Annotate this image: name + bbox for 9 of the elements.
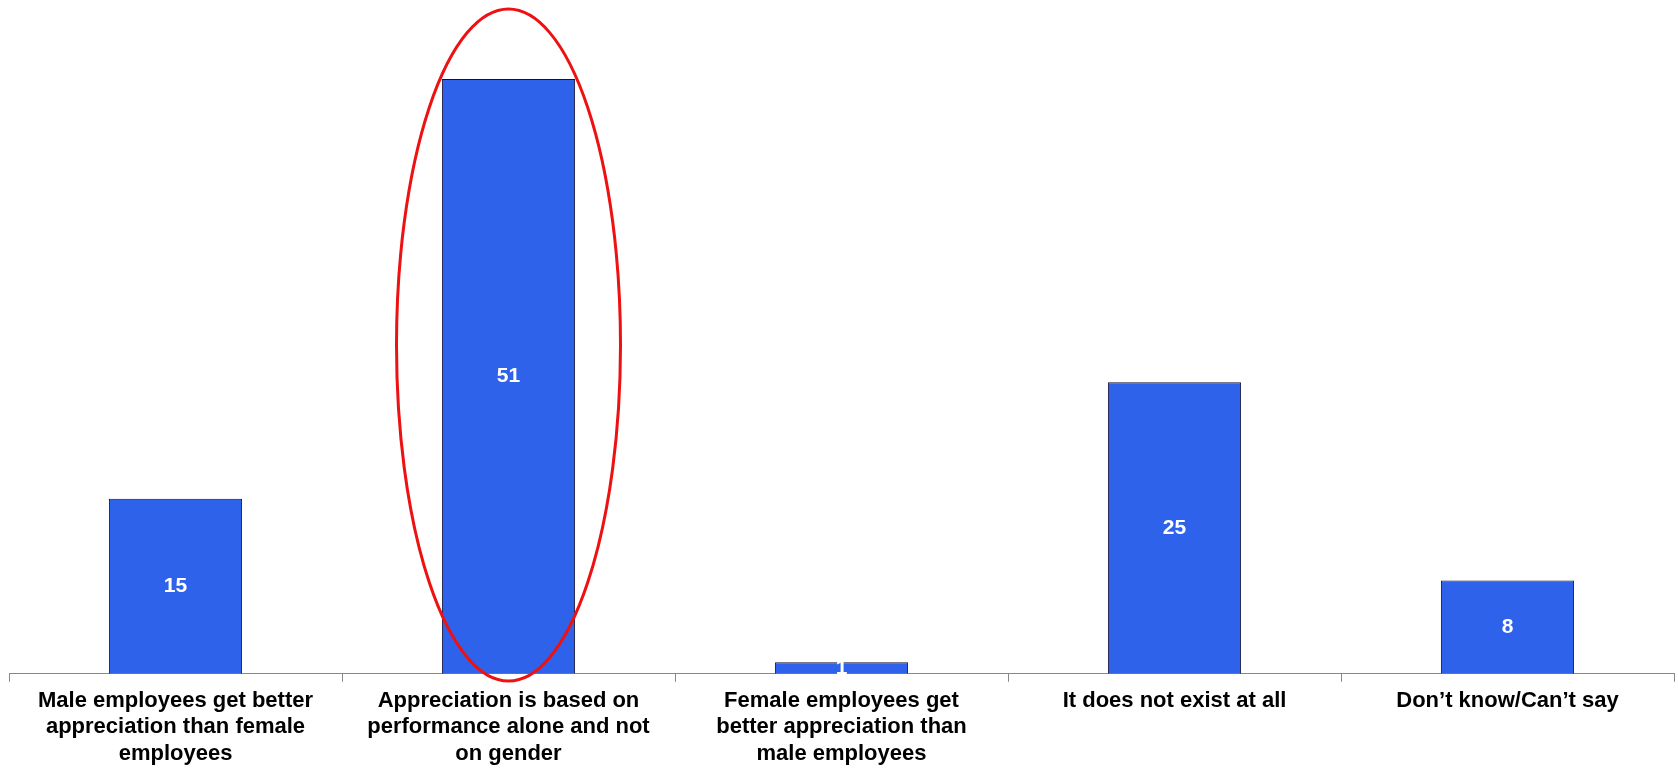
data-label: 51	[496, 363, 521, 387]
x-tick-label: It does not exist at all	[1062, 687, 1287, 713]
data-label: 8	[1501, 613, 1514, 637]
x-tick-label: Female employees get better appreciation than male employees	[716, 687, 967, 765]
data-label: 15	[163, 573, 188, 597]
x-tick-label: Don’t know/Can’t say	[1396, 687, 1620, 713]
x-tick-label: Male employees get better appreciation than female employees	[37, 687, 314, 765]
x-tick-label: Appreciation is based on performance alone and not on gender	[367, 687, 651, 765]
data-label: 25	[1162, 514, 1187, 538]
